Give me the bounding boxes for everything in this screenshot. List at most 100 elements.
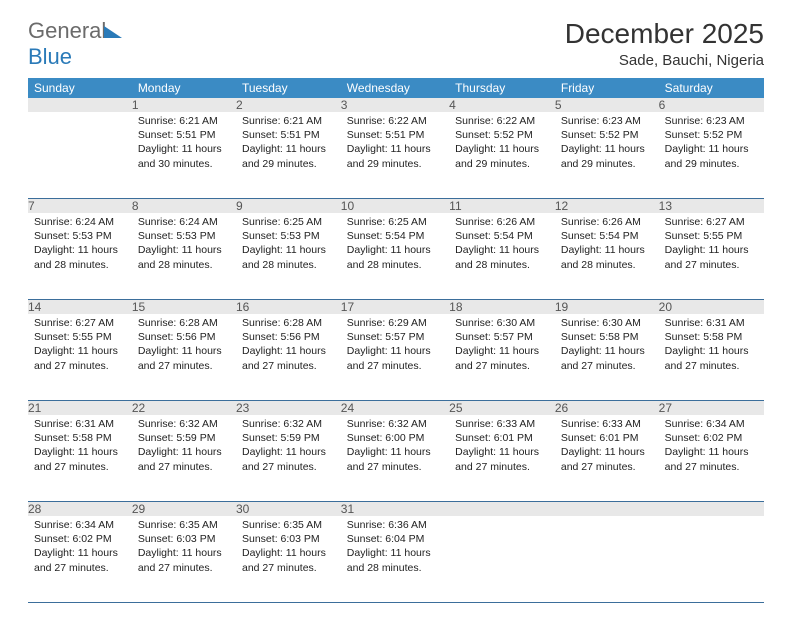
day-cell-content: [659, 516, 764, 524]
calendar-table: SundayMondayTuesdayWednesdayThursdayFrid…: [28, 78, 764, 603]
logo-text: General Blue: [28, 18, 122, 70]
header: General Blue December 2025 Sade, Bauchi,…: [28, 18, 764, 70]
daynum-row: 28293031: [28, 502, 764, 517]
day-number: [449, 502, 555, 517]
day-info-line: Sunset: 5:52 PM: [455, 128, 549, 142]
day-info-line: Daylight: 11 hours and 27 minutes.: [242, 546, 335, 574]
day-info-line: Sunset: 5:54 PM: [347, 229, 443, 243]
day-cell-content: Sunrise: 6:21 AMSunset: 5:51 PMDaylight:…: [132, 112, 236, 177]
day-cell: Sunrise: 6:34 AMSunset: 6:02 PMDaylight:…: [659, 415, 764, 502]
day-cell-content: Sunrise: 6:31 AMSunset: 5:58 PMDaylight:…: [659, 314, 764, 379]
day-cell: Sunrise: 6:22 AMSunset: 5:52 PMDaylight:…: [449, 112, 555, 199]
day-number: 21: [28, 401, 132, 416]
day-number: 23: [236, 401, 341, 416]
title-block: December 2025 Sade, Bauchi, Nigeria: [565, 18, 764, 69]
day-info-line: Sunset: 5:54 PM: [561, 229, 653, 243]
day-info-line: Sunset: 6:00 PM: [347, 431, 443, 445]
day-cell-content: Sunrise: 6:23 AMSunset: 5:52 PMDaylight:…: [659, 112, 764, 177]
day-info-line: Daylight: 11 hours and 27 minutes.: [34, 344, 126, 372]
day-info-line: Sunset: 5:59 PM: [242, 431, 335, 445]
day-cell: Sunrise: 6:23 AMSunset: 5:52 PMDaylight:…: [555, 112, 659, 199]
daynum-row: 21222324252627: [28, 401, 764, 416]
day-info-line: Daylight: 11 hours and 27 minutes.: [665, 243, 758, 271]
day-number: 12: [555, 199, 659, 214]
day-info-line: Sunrise: 6:27 AM: [665, 215, 758, 229]
day-number: 31: [341, 502, 449, 517]
day-info-line: Sunset: 5:56 PM: [242, 330, 335, 344]
day-info-line: Sunset: 5:52 PM: [665, 128, 758, 142]
day-cell-content: Sunrise: 6:30 AMSunset: 5:58 PMDaylight:…: [555, 314, 659, 379]
day-info-line: Daylight: 11 hours and 28 minutes.: [34, 243, 126, 271]
day-info-line: Sunrise: 6:25 AM: [242, 215, 335, 229]
content-row: Sunrise: 6:31 AMSunset: 5:58 PMDaylight:…: [28, 415, 764, 502]
day-cell: Sunrise: 6:34 AMSunset: 6:02 PMDaylight:…: [28, 516, 132, 603]
day-cell: Sunrise: 6:29 AMSunset: 5:57 PMDaylight:…: [341, 314, 449, 401]
day-info-line: Sunrise: 6:31 AM: [34, 417, 126, 431]
day-cell-content: Sunrise: 6:21 AMSunset: 5:51 PMDaylight:…: [236, 112, 341, 177]
day-number: [659, 502, 764, 517]
day-info-line: Sunset: 6:01 PM: [455, 431, 549, 445]
day-cell-content: Sunrise: 6:27 AMSunset: 5:55 PMDaylight:…: [659, 213, 764, 278]
day-info-line: Sunrise: 6:24 AM: [34, 215, 126, 229]
day-info-line: Daylight: 11 hours and 28 minutes.: [242, 243, 335, 271]
daynum-row: 123456: [28, 98, 764, 112]
day-info-line: Sunrise: 6:32 AM: [138, 417, 230, 431]
day-cell-content: Sunrise: 6:32 AMSunset: 5:59 PMDaylight:…: [236, 415, 341, 480]
logo-word2: Blue: [28, 44, 72, 69]
weekday-header: Thursday: [449, 78, 555, 98]
day-number: 6: [659, 98, 764, 112]
day-info-line: Daylight: 11 hours and 27 minutes.: [455, 344, 549, 372]
day-info-line: Sunset: 6:03 PM: [242, 532, 335, 546]
day-info-line: Sunset: 5:58 PM: [665, 330, 758, 344]
day-cell-content: [28, 112, 132, 120]
day-cell-content: Sunrise: 6:36 AMSunset: 6:04 PMDaylight:…: [341, 516, 449, 581]
day-info-line: Daylight: 11 hours and 27 minutes.: [34, 546, 126, 574]
day-info-line: Sunrise: 6:23 AM: [665, 114, 758, 128]
content-row: Sunrise: 6:27 AMSunset: 5:55 PMDaylight:…: [28, 314, 764, 401]
day-info-line: Sunrise: 6:32 AM: [347, 417, 443, 431]
day-info-line: Sunset: 5:57 PM: [347, 330, 443, 344]
day-cell-content: Sunrise: 6:29 AMSunset: 5:57 PMDaylight:…: [341, 314, 449, 379]
day-number: 25: [449, 401, 555, 416]
day-info-line: Daylight: 11 hours and 28 minutes.: [561, 243, 653, 271]
day-cell-content: Sunrise: 6:33 AMSunset: 6:01 PMDaylight:…: [555, 415, 659, 480]
weekday-header: Monday: [132, 78, 236, 98]
day-info-line: Sunset: 5:59 PM: [138, 431, 230, 445]
day-info-line: Daylight: 11 hours and 29 minutes.: [347, 142, 443, 170]
day-info-line: Sunset: 5:54 PM: [455, 229, 549, 243]
day-number: 4: [449, 98, 555, 112]
day-info-line: Sunrise: 6:29 AM: [347, 316, 443, 330]
day-number: 30: [236, 502, 341, 517]
month-title: December 2025: [565, 18, 764, 50]
day-info-line: Sunset: 6:03 PM: [138, 532, 230, 546]
day-cell-content: Sunrise: 6:24 AMSunset: 5:53 PMDaylight:…: [132, 213, 236, 278]
day-cell: [555, 516, 659, 603]
day-info-line: Daylight: 11 hours and 27 minutes.: [138, 546, 230, 574]
day-info-line: Daylight: 11 hours and 27 minutes.: [561, 445, 653, 473]
day-info-line: Sunrise: 6:34 AM: [665, 417, 758, 431]
day-info-line: Daylight: 11 hours and 27 minutes.: [561, 344, 653, 372]
day-info-line: Sunset: 6:02 PM: [34, 532, 126, 546]
day-cell: Sunrise: 6:21 AMSunset: 5:51 PMDaylight:…: [132, 112, 236, 199]
day-cell-content: Sunrise: 6:35 AMSunset: 6:03 PMDaylight:…: [236, 516, 341, 581]
day-cell: Sunrise: 6:32 AMSunset: 6:00 PMDaylight:…: [341, 415, 449, 502]
day-number: 9: [236, 199, 341, 214]
day-cell: [449, 516, 555, 603]
day-cell: Sunrise: 6:26 AMSunset: 5:54 PMDaylight:…: [449, 213, 555, 300]
day-cell: Sunrise: 6:36 AMSunset: 6:04 PMDaylight:…: [341, 516, 449, 603]
day-info-line: Daylight: 11 hours and 27 minutes.: [242, 445, 335, 473]
day-info-line: Daylight: 11 hours and 28 minutes.: [347, 243, 443, 271]
location-label: Sade, Bauchi, Nigeria: [565, 52, 764, 69]
day-info-line: Daylight: 11 hours and 27 minutes.: [665, 344, 758, 372]
day-number: 19: [555, 300, 659, 315]
day-info-line: Sunrise: 6:30 AM: [561, 316, 653, 330]
day-info-line: Sunset: 5:53 PM: [242, 229, 335, 243]
calendar-head: SundayMondayTuesdayWednesdayThursdayFrid…: [28, 78, 764, 98]
day-number: 13: [659, 199, 764, 214]
day-number: 10: [341, 199, 449, 214]
day-cell-content: Sunrise: 6:34 AMSunset: 6:02 PMDaylight:…: [659, 415, 764, 480]
logo-triangle-icon: [104, 26, 122, 38]
day-info-line: Sunrise: 6:30 AM: [455, 316, 549, 330]
day-cell-content: [555, 516, 659, 524]
day-info-line: Daylight: 11 hours and 27 minutes.: [242, 344, 335, 372]
